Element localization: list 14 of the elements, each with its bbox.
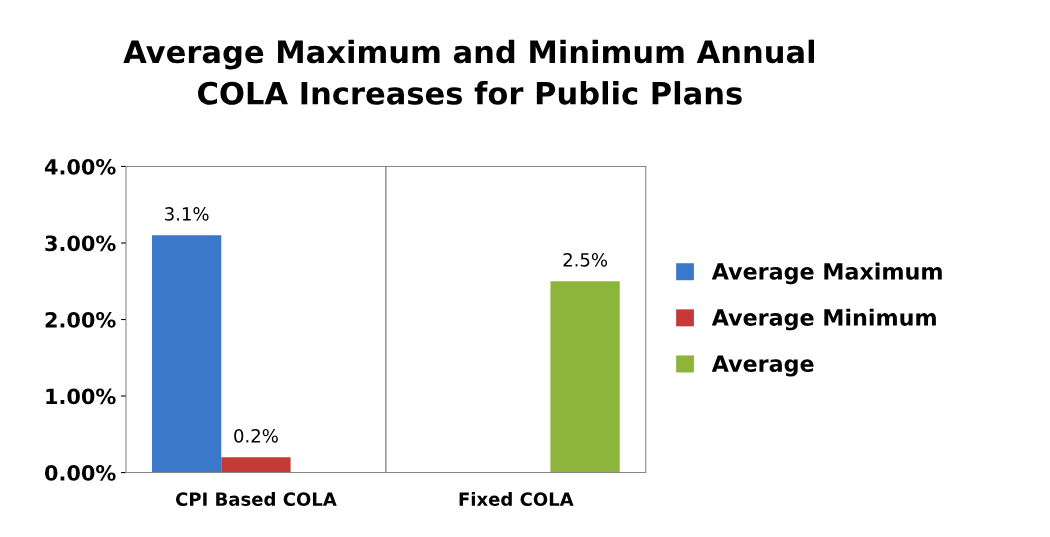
- y-tick-label: 2.00%: [45, 311, 116, 328]
- y-tick-label: 3.00%: [45, 235, 116, 252]
- x-tick-label: Fixed COLA: [459, 492, 574, 506]
- y-tick-label: 1.00%: [46, 388, 116, 405]
- legend-label: Average Maximum: [711, 262, 942, 285]
- y-tick-label: 0.00%: [45, 465, 116, 481]
- y-tick-label: 4.00%: [44, 158, 116, 175]
- data-label: 2.5%: [563, 252, 608, 267]
- data-label: 3.1%: [165, 207, 209, 221]
- data-label: 0.2%: [234, 428, 278, 443]
- chart-title: Average Maximum and Minimum Annual COLA Increases for Public Plans: [123, 39, 815, 105]
- x-tick-label: CPI Based COLA: [175, 492, 337, 506]
- legend-label: Average: [711, 355, 814, 377]
- legend-label: Average Minimum: [711, 308, 936, 331]
